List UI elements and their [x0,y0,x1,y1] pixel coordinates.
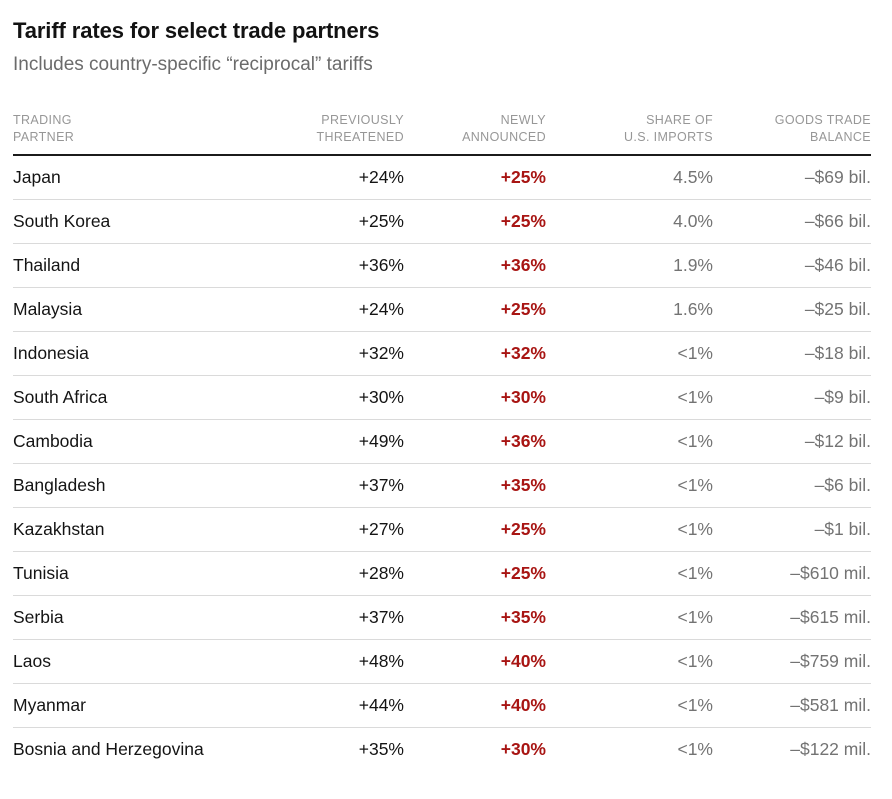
newly-announced-cell: +30% [500,739,546,759]
goods-trade-balance-cell: –$46 bil. [713,243,871,288]
newly-announced-cell: +36% [404,419,546,464]
table-row: Kazakhstan +27% +25% <1% –$1 bil. [13,507,871,552]
goods-trade-balance-cell: –$66 bil. [713,199,871,244]
table-body: Japan +24% +25% 4.5% –$69 bil. South Korea +25… [13,155,871,771]
newly-announced-cell: +30% [404,375,546,420]
partner-cell: Japan [13,155,253,200]
newly-announced-cell: +36% [404,243,546,288]
previously-threatened-cell: +49% [253,419,404,464]
table-row: Cambodia +49% +36% <1% –$12 bil. [13,419,871,464]
table-row: Laos +48% +40% <1% –$759 mil. [13,639,871,684]
goods-trade-balance-cell: –$615 mil. [713,595,871,640]
previously-threatened-cell: +48% [253,639,404,684]
goods-trade-balance-cell: –$18 bil. [713,331,871,376]
previously-threatened-cell: +24% [253,287,404,332]
partner-cell: Cambodia [13,419,253,464]
partner-cell: Laos [13,639,253,684]
col-header-goods-trade-balance: GOODS TRADE BALANCE [713,88,871,156]
page-subtitle: Includes country-specific “reciprocal” t… [13,54,373,75]
share-of-imports-cell: <1% [546,419,713,464]
share-of-imports-cell: <1% [546,683,713,728]
table-row: Indonesia +32% +32% <1% –$18 bil. [13,331,871,376]
share-of-imports-cell: 1.6% [546,287,713,332]
partner-cell: Bangladesh [13,463,253,508]
table-row: Bosnia and Herzegovina +35% +30% <1% –$122 m… [13,728,871,772]
goods-trade-balance-cell: –$759 mil. [713,639,871,684]
share-of-imports-cell: 4.5% [546,155,713,200]
newly-announced-cell: +25% [404,199,546,244]
partner-cell: Thailand [13,243,253,288]
newly-announced-cell: +40% [404,639,546,684]
goods-trade-balance-cell: –$1 bil. [713,507,871,552]
page-title: Tariff rates for select trade partners [13,18,380,43]
table-row: Japan +24% +25% 4.5% –$69 bil. [13,155,871,200]
col-header-newly-announced: NEWLY ANNOUNCED [404,88,546,156]
partner-cell: South Africa [13,375,253,420]
table-row: Bangladesh +37% +35% <1% –$6 bil. [13,463,871,508]
col-header-previously-threatened: PREVIOUSLY THREATENED [253,88,404,156]
goods-trade-balance-cell: –$9 bil. [713,375,871,420]
previously-threatened-cell: +25% [253,199,404,244]
previously-threatened-cell: +30% [253,375,404,420]
newly-announced-cell: +25% [404,551,546,596]
share-of-imports-cell: <1% [546,595,713,640]
goods-trade-balance-cell: –$122 mil. [790,739,871,759]
share-of-imports-cell: <1% [546,551,713,596]
share-of-imports-cell: <1% [546,375,713,420]
share-of-imports-cell: <1% [546,639,713,684]
newly-announced-cell: +25% [404,507,546,552]
share-of-imports-cell: <1% [546,507,713,552]
previously-threatened-cell: +32% [253,331,404,376]
goods-trade-balance-cell: –$25 bil. [713,287,871,332]
table-row: South Korea +25% +25% 4.0% –$66 bil. [13,199,871,244]
partner-cell: Myanmar [13,683,253,728]
share-of-imports-cell: <1% [546,463,713,508]
goods-trade-balance-cell: –$12 bil. [713,419,871,464]
newly-announced-cell: +25% [404,155,546,200]
table-header-row: TRADING PARTNER PREVIOUSLY THREATENED NE… [13,88,871,156]
partner-cell: Tunisia [13,551,253,596]
share-of-imports-cell: <1% [677,739,713,759]
partner-cell: Malaysia [13,287,253,332]
previously-threatened-cell: +44% [253,683,404,728]
goods-trade-balance-cell: –$69 bil. [713,155,871,200]
goods-trade-balance-cell: –$581 mil. [713,683,871,728]
table-row: Myanmar +44% +40% <1% –$581 mil. [13,683,871,728]
previously-threatened-cell: +35% [358,739,404,759]
newly-announced-cell: +35% [404,595,546,640]
table-row: Thailand +36% +36% 1.9% –$46 bil. [13,243,871,288]
partner-cell: Indonesia [13,331,253,376]
newly-announced-cell: +40% [404,683,546,728]
partner-cell: Kazakhstan [13,507,253,552]
col-header-share-of-us-imports: SHARE OF U.S. IMPORTS [546,88,713,156]
table-row: South Africa +30% +30% <1% –$9 bil. [13,375,871,420]
previously-threatened-cell: +27% [253,507,404,552]
col-header-trading-partner: TRADING PARTNER [13,88,253,156]
previously-threatened-cell: +24% [253,155,404,200]
previously-threatened-cell: +37% [253,595,404,640]
newly-announced-cell: +25% [404,287,546,332]
share-of-imports-cell: <1% [546,331,713,376]
goods-trade-balance-cell: –$610 mil. [713,551,871,596]
share-of-imports-cell: 1.9% [546,243,713,288]
previously-threatened-cell: +28% [253,551,404,596]
partner-cell: Serbia [13,595,253,640]
table-row: Serbia +37% +35% <1% –$615 mil. [13,595,871,640]
newly-announced-cell: +35% [404,463,546,508]
goods-trade-balance-cell: –$6 bil. [713,463,871,508]
share-of-imports-cell: 4.0% [546,199,713,244]
tariff-table: TRADING PARTNER PREVIOUSLY THREATENED NE… [13,88,871,771]
table-row: Tunisia +28% +25% <1% –$610 mil. [13,551,871,596]
table-row: Malaysia +24% +25% 1.6% –$25 bil. [13,287,871,332]
partner-cell: Bosnia and Herzegovina [13,739,204,759]
newly-announced-cell: +32% [404,331,546,376]
previously-threatened-cell: +36% [253,243,404,288]
previously-threatened-cell: +37% [253,463,404,508]
partner-cell: South Korea [13,199,253,244]
